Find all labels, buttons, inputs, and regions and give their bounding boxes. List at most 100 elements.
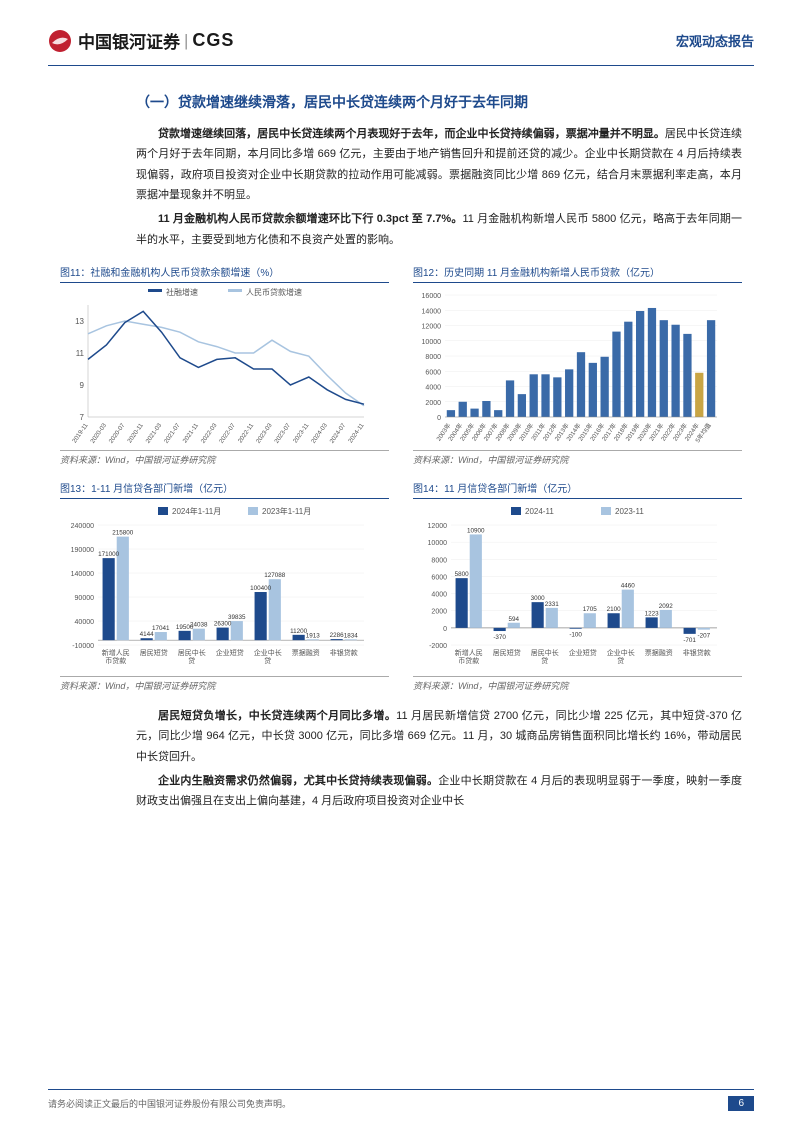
svg-text:215800: 215800 bbox=[112, 530, 134, 537]
svg-text:2286: 2286 bbox=[330, 632, 345, 639]
svg-text:2092: 2092 bbox=[659, 603, 674, 610]
svg-text:10000: 10000 bbox=[422, 339, 442, 346]
svg-text:13: 13 bbox=[75, 317, 84, 326]
svg-text:9: 9 bbox=[80, 381, 85, 390]
fig14-chart: 2024-112023-11-2000020004000600080001000… bbox=[413, 503, 723, 673]
svg-text:40000: 40000 bbox=[75, 619, 95, 626]
svg-text:26300: 26300 bbox=[214, 621, 232, 628]
page-number: 6 bbox=[728, 1096, 754, 1111]
fig14-cell: 图14：11 月信贷各部门新增（亿元） 2024-112023-11-20000… bbox=[413, 480, 742, 692]
svg-text:新增人民: 新增人民 bbox=[102, 648, 130, 657]
svg-text:-207: -207 bbox=[697, 633, 710, 640]
svg-text:240000: 240000 bbox=[71, 523, 94, 530]
header: 中国银河证券 | CGS 宏观动态报告 bbox=[0, 0, 802, 59]
company-name-cn: 中国银河证券 bbox=[78, 28, 180, 53]
fig11-title: 图11：社融和金融机构人民币贷款余额增速（%） bbox=[60, 264, 389, 283]
svg-text:2020-11: 2020-11 bbox=[126, 422, 145, 445]
svg-text:人民币贷款增速: 人民币贷款增速 bbox=[246, 287, 302, 297]
svg-text:1223: 1223 bbox=[645, 610, 660, 617]
svg-text:币贷款: 币贷款 bbox=[458, 656, 479, 665]
fig13-source: 资料来源：Wind，中国银河证券研究院 bbox=[60, 676, 389, 692]
svg-text:8000: 8000 bbox=[431, 557, 447, 564]
svg-text:90000: 90000 bbox=[75, 595, 95, 602]
svg-text:-2000: -2000 bbox=[429, 643, 447, 650]
svg-text:2020-07: 2020-07 bbox=[108, 422, 127, 445]
svg-text:2022-03: 2022-03 bbox=[200, 422, 219, 445]
svg-text:2023-03: 2023-03 bbox=[255, 422, 274, 445]
svg-text:2021-11: 2021-11 bbox=[182, 422, 201, 445]
svg-text:10000: 10000 bbox=[428, 540, 448, 547]
svg-text:2000: 2000 bbox=[425, 400, 441, 407]
svg-text:贷: 贷 bbox=[264, 656, 271, 665]
svg-text:100400: 100400 bbox=[250, 585, 272, 592]
fig11-source: 资料来源：Wind，中国银河证券研究院 bbox=[60, 450, 389, 466]
svg-text:12000: 12000 bbox=[422, 324, 442, 331]
content: （一）贷款增速继续滑落，居民中长贷连续两个月好于去年同期 贷款增速继续回落，居民… bbox=[0, 66, 802, 812]
svg-text:2023-07: 2023-07 bbox=[273, 422, 292, 445]
svg-text:14000: 14000 bbox=[422, 308, 442, 315]
svg-text:新增人民: 新增人民 bbox=[455, 648, 483, 657]
fig13-title: 图13：1-11 月信贷各部门新增（亿元） bbox=[60, 480, 389, 499]
fig12-source: 资料来源：Wind，中国银河证券研究院 bbox=[413, 450, 742, 466]
para2-bold: 11 月金融机构人民币贷款余额增速环比下行 0.3pct 至 7.7%。 bbox=[158, 213, 462, 225]
svg-text:6000: 6000 bbox=[431, 574, 447, 581]
svg-text:140000: 140000 bbox=[71, 571, 94, 578]
svg-text:1705: 1705 bbox=[583, 606, 598, 613]
svg-text:1834: 1834 bbox=[344, 632, 359, 639]
logo: 中国银河证券 | CGS bbox=[48, 28, 234, 53]
svg-text:171000: 171000 bbox=[98, 551, 120, 558]
svg-text:2024-07: 2024-07 bbox=[328, 422, 347, 445]
svg-text:票据融资: 票据融资 bbox=[292, 648, 320, 657]
svg-text:企业中长: 企业中长 bbox=[607, 648, 635, 657]
galaxy-logo-icon bbox=[48, 29, 72, 53]
paragraph-1: 贷款增速继续回落，居民中长贷连续两个月表现好于去年，而企业中长贷持续偏弱，票据冲… bbox=[136, 124, 742, 205]
svg-text:币贷款: 币贷款 bbox=[105, 656, 126, 665]
svg-text:票据融资: 票据融资 bbox=[645, 648, 673, 657]
para3-bold: 居民短贷负增长，中长贷连续两个月同比多增。 bbox=[158, 710, 396, 722]
svg-text:居民短贷: 居民短贷 bbox=[140, 648, 168, 657]
svg-text:2024年1-11月: 2024年1-11月 bbox=[172, 506, 221, 516]
fig13-cell: 图13：1-11 月信贷各部门新增（亿元） 2024年1-11月 2023年1-1… bbox=[60, 480, 389, 692]
svg-text:17041: 17041 bbox=[152, 625, 170, 632]
svg-text:2020-03: 2020-03 bbox=[89, 422, 108, 445]
para1-bold: 贷款增速继续回落，居民中长贷连续两个月表现好于去年，而企业中长贷持续偏弱，票据冲… bbox=[158, 128, 665, 140]
svg-text:2023-11: 2023-11 bbox=[292, 422, 311, 445]
disclaimer: 请务必阅读正文最后的中国银河证券股份有限公司免责声明。 bbox=[48, 1097, 291, 1110]
charts-row-2: 图13：1-11 月信贷各部门新增（亿元） 2024年1-11月 2023年1-1… bbox=[60, 480, 742, 692]
svg-text:企业短贷: 企业短贷 bbox=[216, 648, 244, 657]
svg-text:企业短贷: 企业短贷 bbox=[569, 648, 597, 657]
paragraph-2: 11 月金融机构人民币贷款余额增速环比下行 0.3pct 至 7.7%。11 月… bbox=[136, 209, 742, 250]
logo-divider: | bbox=[184, 31, 188, 51]
fig11-chart: 社融增速人民币贷款增速7911132019-112020-032020-0720… bbox=[60, 287, 370, 447]
svg-text:2022-07: 2022-07 bbox=[218, 422, 237, 445]
svg-text:3000: 3000 bbox=[531, 595, 546, 602]
svg-text:0: 0 bbox=[437, 415, 441, 422]
svg-text:12000: 12000 bbox=[428, 523, 448, 530]
report-type: 宏观动态报告 bbox=[676, 31, 754, 50]
svg-text:2023-11: 2023-11 bbox=[615, 507, 644, 516]
svg-text:居民中长: 居民中长 bbox=[178, 648, 206, 657]
svg-text:6000: 6000 bbox=[425, 369, 441, 376]
svg-text:-100: -100 bbox=[569, 632, 582, 639]
fig14-title: 图14：11 月信贷各部门新增（亿元） bbox=[413, 480, 742, 499]
svg-text:7: 7 bbox=[80, 413, 85, 422]
svg-text:4000: 4000 bbox=[431, 592, 447, 599]
svg-text:2021-03: 2021-03 bbox=[144, 422, 163, 445]
fig12-chart: 0200040006000800010000120001400016000200… bbox=[413, 287, 723, 447]
svg-text:2022-11: 2022-11 bbox=[237, 422, 256, 445]
svg-text:2024-03: 2024-03 bbox=[310, 422, 329, 445]
svg-text:-10000: -10000 bbox=[72, 643, 94, 650]
paragraph-4: 企业内生融资需求仍然偏弱，尤其中长贷持续表现偏弱。企业中长期贷款在 4 月后的表… bbox=[136, 771, 742, 812]
svg-text:8000: 8000 bbox=[425, 354, 441, 361]
svg-text:10900: 10900 bbox=[467, 527, 485, 534]
fig13-chart: 2024年1-11月 2023年1-11月 -10000 40000 90000 1400… bbox=[60, 503, 370, 673]
svg-text:2024-11: 2024-11 bbox=[525, 507, 554, 516]
svg-text:贷: 贷 bbox=[541, 656, 548, 665]
svg-text:贷: 贷 bbox=[188, 656, 195, 665]
svg-text:非银贷款: 非银贷款 bbox=[683, 648, 711, 657]
svg-text:5800: 5800 bbox=[455, 571, 470, 578]
svg-text:190000: 190000 bbox=[71, 547, 94, 554]
charts-row-1: 图11：社融和金融机构人民币贷款余额增速（%） 社融增速人民币贷款增速79111… bbox=[60, 264, 742, 466]
svg-text:2000: 2000 bbox=[431, 609, 447, 616]
svg-text:2023年1-11月: 2023年1-11月 bbox=[262, 506, 311, 516]
